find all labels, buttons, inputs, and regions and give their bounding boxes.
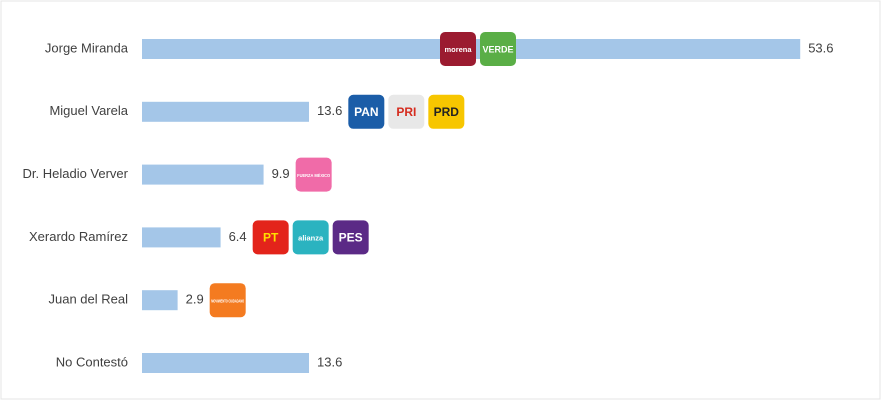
bar [142, 353, 310, 373]
logo-text: morena [444, 45, 472, 54]
logo-text: FUERZA MÉXICO [297, 171, 330, 178]
value-label: 13.6 [317, 354, 342, 369]
logo-text: MOVIMIENTO CIUDADANO [211, 298, 244, 303]
logo-text: PES [339, 231, 363, 245]
logo-text: alianza [298, 233, 324, 242]
party-logo: PES [332, 220, 369, 255]
value-label: 53.6 [808, 40, 833, 55]
category-label: Jorge Miranda [45, 40, 129, 55]
logo-box [252, 220, 289, 255]
logo-box [209, 283, 246, 318]
bar [142, 101, 310, 122]
logo-box [295, 157, 332, 192]
category-label: Dr. Heladio Verver [23, 166, 129, 181]
bar [142, 227, 221, 248]
party-logo: PAN [348, 94, 385, 129]
logo-box [440, 32, 476, 66]
party-logo: MOVIMIENTO CIUDADANO [209, 283, 246, 318]
value-label: 13.6 [317, 103, 342, 118]
logo-text: PT [263, 231, 279, 245]
value-label: 2.9 [186, 292, 204, 307]
logo-box [348, 94, 385, 129]
logo-box [480, 32, 516, 66]
party-logo: PT [252, 220, 289, 255]
logo-box [332, 220, 369, 255]
category-label: Juan del Real [49, 292, 129, 307]
bar [142, 290, 178, 311]
category-label: Xerardo Ramírez [29, 229, 128, 244]
category-label: Miguel Varela [49, 103, 128, 118]
value-label: 9.9 [272, 166, 290, 181]
value-label: 6.4 [229, 229, 247, 244]
logo-box [428, 94, 465, 129]
logo-box [388, 94, 425, 129]
bar [142, 164, 264, 185]
logo-box [292, 220, 329, 255]
logo-text: PRD [434, 105, 460, 119]
party-logo: PRD [428, 94, 465, 129]
logo-text: PAN [354, 105, 378, 119]
party-logo: FUERZA MÉXICO [295, 157, 332, 192]
party-logo: VERDE [480, 32, 516, 66]
party-logo: PRI [388, 94, 425, 129]
party-logo: alianza [292, 220, 329, 255]
logo-text: PRI [396, 105, 416, 119]
party-logo: morena [440, 32, 476, 66]
category-label: No Contestó [56, 354, 128, 369]
logo-text: VERDE [482, 44, 513, 54]
